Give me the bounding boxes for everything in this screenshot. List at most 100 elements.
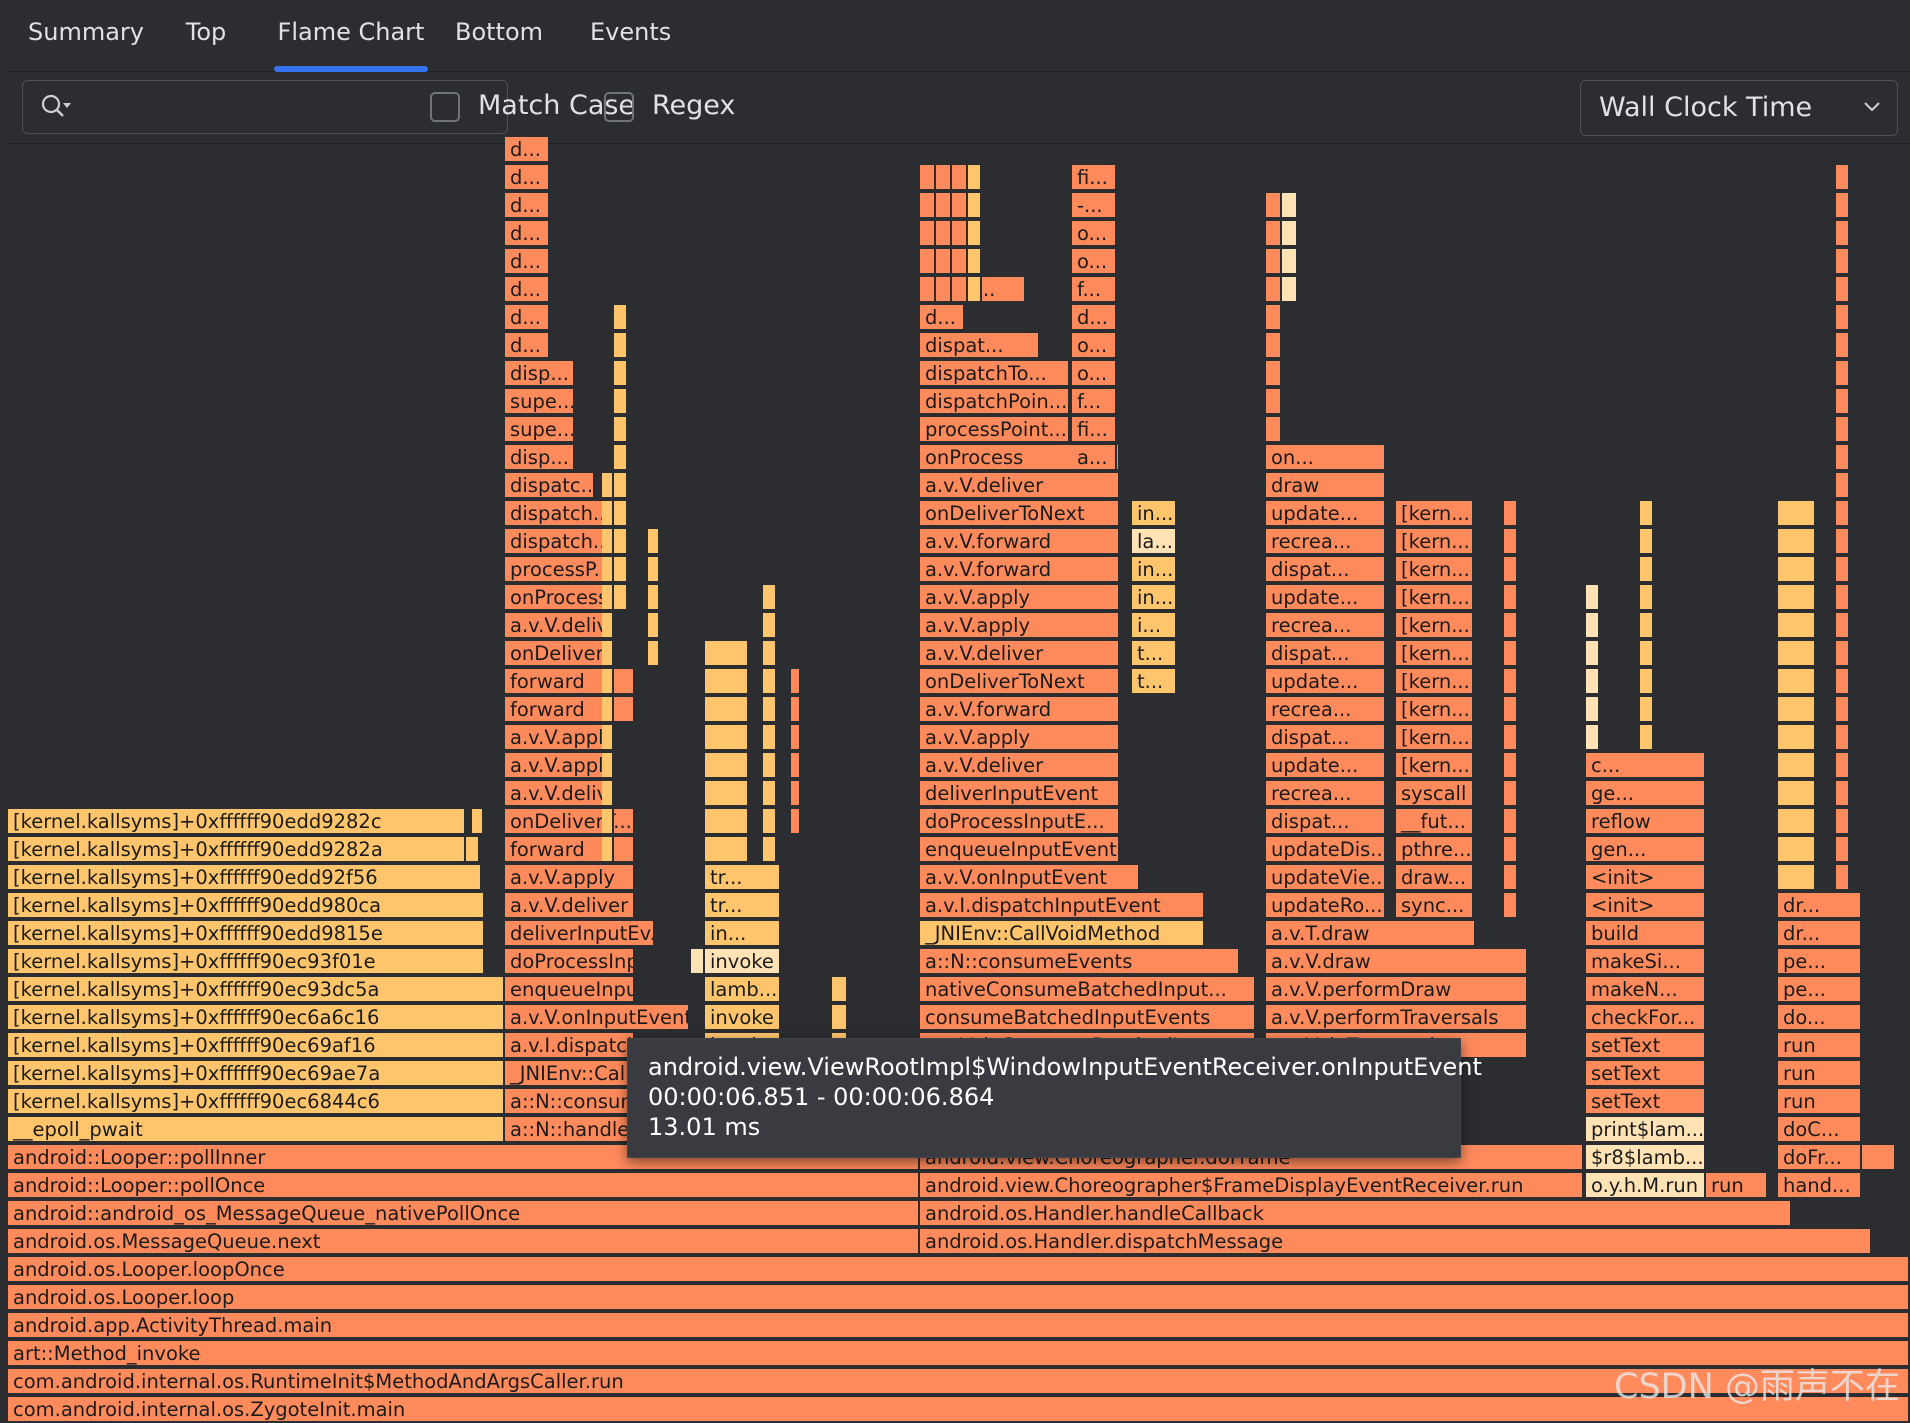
input-frame[interactable]: a.v.V.forward — [920, 557, 1120, 583]
input-frame[interactable]: fi... — [1072, 165, 1117, 191]
flame-frame[interactable] — [791, 781, 801, 807]
idle-frame[interactable]: [kernel.kallsyms]+0xffffff90edd980ca — [8, 893, 485, 919]
flame-frame[interactable] — [1640, 669, 1654, 695]
traversal-frame[interactable]: dispat... — [1266, 725, 1386, 751]
input-frame[interactable]: a.v.V.apply — [920, 585, 1120, 611]
traversal-frame[interactable]: recrea... — [1266, 529, 1386, 555]
input-frame[interactable]: f... — [1072, 277, 1117, 303]
flame-frame[interactable] — [1836, 725, 1850, 751]
flame-frame[interactable] — [1836, 529, 1850, 555]
traversal-frame[interactable]: updateVie... — [1266, 865, 1386, 891]
flame-frame[interactable] — [1640, 613, 1654, 639]
flame-frame[interactable] — [1504, 613, 1518, 639]
flame-frame[interactable] — [1836, 697, 1850, 723]
idle-frame[interactable]: [kernel.kallsyms]+0xffffff90ec6844c6 — [8, 1089, 505, 1115]
flame-frame[interactable] — [936, 165, 952, 191]
flame-frame[interactable] — [1586, 641, 1600, 667]
ui-frame[interactable]: reflow — [1586, 809, 1706, 835]
input-frame[interactable]: a.v.V.deliver — [505, 893, 635, 919]
idle-frame[interactable]: [kernel.kallsyms]+0xffffff90edd9282a — [8, 837, 466, 863]
flame-frame[interactable] — [705, 781, 749, 807]
flame-frame[interactable] — [1640, 501, 1654, 527]
input-frame[interactable]: a.v.V.onInputEvent — [505, 1005, 690, 1031]
traversal-frame[interactable]: a.v.V.draw — [1266, 949, 1528, 975]
flame-frame[interactable] — [1586, 697, 1600, 723]
flame-frame[interactable] — [1640, 529, 1654, 555]
input-frame[interactable]: deliverInputEvent — [920, 781, 1120, 807]
flame-frame[interactable] — [1836, 193, 1850, 219]
flame-frame[interactable] — [763, 809, 777, 835]
flame-frame[interactable] — [1504, 641, 1518, 667]
flame-frame[interactable] — [920, 165, 936, 191]
ui-frame[interactable]: checkFor... — [1586, 1005, 1706, 1031]
flame-frame[interactable] — [1504, 837, 1518, 863]
flame-frame[interactable] — [1836, 473, 1850, 499]
traversal-frame[interactable]: recrea... — [1266, 697, 1386, 723]
invoke-frame[interactable]: lamb... — [705, 977, 781, 1003]
traversal-frame[interactable]: updateRo... — [1266, 893, 1386, 919]
flame-frame[interactable] — [1504, 725, 1518, 751]
flame-frame[interactable] — [1836, 837, 1850, 863]
kernel-frame[interactable]: [kern... — [1396, 753, 1474, 779]
flame-frame[interactable] — [602, 641, 614, 667]
idle-frame[interactable]: [kernel.kallsyms]+0xffffff90ec93dc5a — [8, 977, 505, 1003]
input-frame[interactable]: _JNIEnv::CallVoidMethod — [920, 921, 1205, 947]
flame-frame[interactable] — [1640, 641, 1654, 667]
flame-frame[interactable] — [1778, 585, 1816, 611]
flame-frame[interactable] — [602, 557, 614, 583]
flame-frame[interactable] — [1586, 613, 1600, 639]
input-frame[interactable]: forward — [505, 837, 635, 863]
flame-frame[interactable] — [952, 249, 968, 275]
input-frame[interactable]: d... — [505, 165, 550, 191]
flame-frame[interactable] — [705, 697, 749, 723]
flame-frame[interactable] — [1504, 669, 1518, 695]
flame-frame[interactable] — [1282, 193, 1298, 219]
flame-frame[interactable] — [614, 529, 628, 555]
flame-frame[interactable] — [1836, 277, 1850, 303]
kernel-frame[interactable]: syscall — [1396, 781, 1474, 807]
traversal-frame[interactable]: update... — [1266, 753, 1386, 779]
flame-frame[interactable] — [614, 557, 628, 583]
input-frame[interactable]: supe... — [505, 417, 575, 443]
flame-frame[interactable] — [1836, 641, 1850, 667]
flame-frame[interactable] — [920, 193, 936, 219]
input-frame[interactable]: o... — [1072, 221, 1117, 247]
traversal-frame[interactable]: update... — [1266, 585, 1386, 611]
kernel-frame[interactable]: [kern... — [1396, 501, 1474, 527]
flame-frame[interactable] — [1504, 501, 1518, 527]
flame-frame[interactable] — [832, 1005, 848, 1031]
ui-frame[interactable]: <init> — [1586, 893, 1706, 919]
idle-frame[interactable]: android::Looper::pollInner — [8, 1145, 920, 1171]
flame-chart[interactable]: com.android.internal.os.ZygoteInit.main c… — [8, 137, 1910, 1423]
flame-frame[interactable] — [791, 753, 801, 779]
right-frame[interactable]: hand... — [1778, 1173, 1862, 1199]
flame-frame[interactable] — [648, 557, 660, 583]
flame-frame[interactable] — [602, 837, 614, 863]
flame-frame[interactable] — [614, 333, 628, 359]
input-frame[interactable]: d... — [505, 305, 550, 331]
traversal-frame[interactable]: on... — [1266, 445, 1386, 471]
flame-frame[interactable] — [832, 977, 848, 1003]
input-frame[interactable]: a::N::handleE — [505, 1117, 635, 1143]
input-frame[interactable]: fi... — [1072, 417, 1117, 443]
input-frame[interactable]: in... — [1132, 501, 1177, 527]
input-frame[interactable]: a.v.V.apply — [505, 865, 635, 891]
input-frame[interactable]: f... — [1072, 389, 1117, 415]
idle-frame[interactable]: [kernel.kallsyms]+0xffffff90edd9815e — [8, 921, 485, 947]
flame-frame[interactable] — [952, 193, 968, 219]
flame-frame[interactable] — [791, 725, 801, 751]
right-frame[interactable]: dr... — [1778, 921, 1862, 947]
flame-frame[interactable] — [1836, 249, 1850, 275]
flame-frame[interactable] — [705, 809, 749, 835]
input-frame[interactable]: d... — [505, 277, 550, 303]
flame-frame[interactable] — [602, 809, 614, 835]
idle-frame[interactable]: [kernel.kallsyms]+0xffffff90ec69ae7a — [8, 1061, 505, 1087]
flame-frame[interactable] — [763, 725, 777, 751]
flame-frame[interactable] — [1836, 781, 1850, 807]
flame-frame[interactable] — [1282, 221, 1298, 247]
input-frame[interactable]: a.v.V.deliver — [505, 781, 605, 807]
flame-frame[interactable] — [936, 277, 952, 303]
ui-frame[interactable]: $r8$lamb... — [1586, 1145, 1706, 1171]
flame-frame[interactable] — [1586, 585, 1600, 611]
right-frame[interactable]: pe... — [1778, 977, 1862, 1003]
